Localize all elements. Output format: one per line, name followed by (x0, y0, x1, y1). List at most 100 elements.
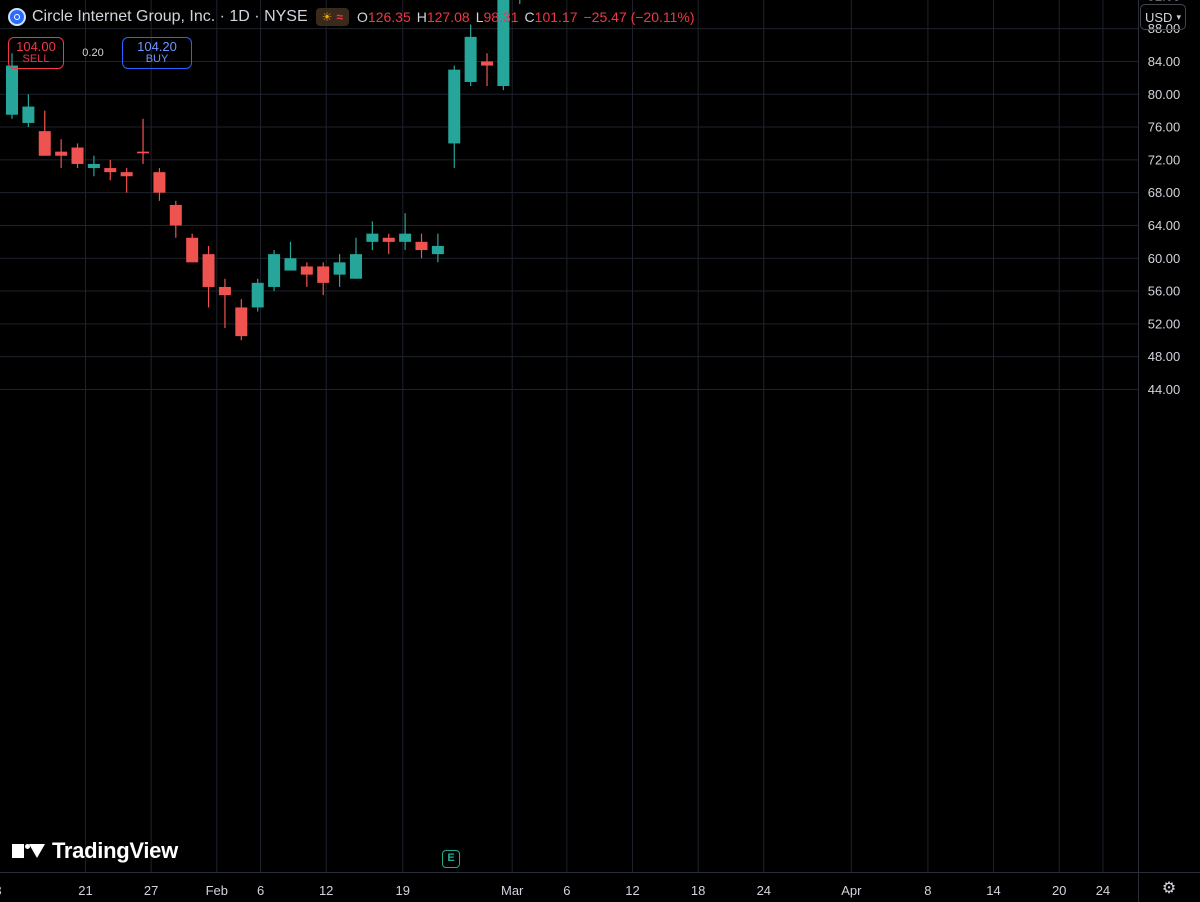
candle[interactable] (317, 262, 330, 296)
candle-body (251, 282, 264, 308)
candle-body (300, 266, 313, 275)
candle[interactable] (120, 168, 133, 193)
tradingview-logo[interactable]: TradingView (12, 838, 178, 864)
candle[interactable] (235, 299, 248, 341)
candle[interactable] (87, 155, 100, 177)
candle-body (120, 172, 133, 177)
buy-button[interactable]: 104.20 BUY (122, 37, 192, 69)
candle-body (464, 36, 477, 82)
y-tick-label: 72.00 (1148, 152, 1181, 167)
x-tick-label: 21 (78, 883, 92, 898)
candle[interactable] (104, 159, 117, 181)
candle-body (137, 151, 150, 154)
price-axis[interactable]: 44.00 48.00 52.00 56.00 60.00 64.00 68.00 72.00… (1144, 0, 1184, 397)
x-tick-label: 6 (563, 883, 570, 898)
ohlc-value: 127.08 (426, 9, 470, 25)
ohlc-value: 126.35 (367, 9, 411, 25)
candles (6, 0, 526, 341)
x-tick-label: Apr (841, 883, 862, 898)
candle[interactable] (481, 53, 494, 87)
candle[interactable] (366, 221, 379, 251)
candle-body (415, 241, 428, 251)
currency-selector[interactable]: USD ▾ (1140, 4, 1186, 30)
candle-body (186, 237, 199, 263)
company-logo-icon (8, 8, 26, 26)
candle[interactable] (382, 233, 395, 255)
y-tick-label: 44.00 (1148, 382, 1181, 397)
candle-body (349, 254, 362, 279)
ohlc-key: C (524, 9, 535, 25)
candle-body (6, 65, 18, 115)
gear-icon[interactable]: ⚙ (1161, 880, 1177, 897)
candle[interactable] (137, 118, 150, 164)
candle[interactable] (268, 250, 281, 292)
candle-body (55, 151, 68, 156)
candle[interactable] (349, 237, 362, 279)
earnings-marker-icon[interactable]: E (442, 850, 460, 868)
x-tick-label: 14 (986, 883, 1000, 898)
y-tick-label: 60.00 (1148, 251, 1181, 266)
candle[interactable] (186, 233, 199, 263)
candle[interactable] (22, 94, 35, 128)
y-tick-label: 56.00 (1148, 284, 1181, 299)
candle-body (235, 307, 248, 337)
candle[interactable] (55, 139, 68, 169)
candle[interactable] (169, 200, 182, 238)
x-tick-label: 6 (257, 883, 264, 898)
candle-body (218, 286, 231, 296)
candle-body (22, 106, 35, 123)
ohlc-key: L (475, 9, 484, 25)
candle-body (431, 245, 444, 255)
x-tick-label: Feb (206, 883, 228, 898)
candle[interactable] (514, 0, 526, 5)
ohlc-value: 98.31 (483, 9, 519, 25)
candle[interactable] (300, 262, 313, 287)
candle-body (153, 172, 166, 193)
candle-body (87, 163, 100, 169)
session-indicator[interactable]: ☀ ≈ (315, 8, 350, 26)
buy-label: BUY (145, 53, 169, 66)
candle[interactable] (71, 143, 84, 169)
trade-panel: 104.00 SELL 0.20 104.20 BUY (8, 36, 192, 70)
candle-body (268, 254, 281, 287)
candle[interactable] (497, 0, 510, 91)
ohlc-values: O126.35 H127.08 L98.31 C101.17 −25.47 (−20.1… (357, 9, 701, 25)
symbol-header: Circle Internet Group, Inc. · 1D · NYSE … (8, 6, 701, 28)
candle-body (38, 131, 51, 156)
candle[interactable] (153, 168, 166, 201)
symbol-title[interactable]: Circle Internet Group, Inc. · 1D · NYSE (32, 8, 308, 25)
currency-label: USD (1145, 9, 1173, 25)
ohlc-key: O (357, 9, 368, 25)
sell-button[interactable]: 104.00 SELL (8, 37, 64, 69)
candle-body (366, 233, 379, 242)
candle-body (169, 204, 182, 226)
time-axis[interactable]: 3 21 27 Feb 6 12 19 Mar 6 12 18 24 Apr 8 14 20 24 (0, 883, 1110, 898)
candle[interactable] (38, 110, 51, 156)
wave-icon: ≈ (336, 10, 344, 24)
candle-body (317, 266, 330, 283)
candle[interactable] (218, 278, 231, 328)
buy-price: 104.20 (137, 39, 177, 55)
candle[interactable] (202, 245, 215, 308)
sell-price: 104.00 (16, 39, 56, 55)
y-tick-label: 68.00 (1148, 185, 1181, 200)
x-tick-label: 24 (757, 883, 771, 898)
candle-body (382, 237, 395, 242)
x-tick-label: 24 (1096, 883, 1110, 898)
y-tick-label: 84.00 (1148, 54, 1181, 69)
candle[interactable] (464, 24, 477, 87)
candle[interactable] (284, 241, 297, 271)
ohlc-value: −25.47 (−20.11%) (583, 9, 695, 25)
candle[interactable] (431, 233, 444, 263)
brand-name: TradingView (52, 838, 178, 863)
candle-body (333, 262, 346, 275)
candle[interactable] (251, 278, 264, 312)
candle[interactable] (333, 254, 346, 287)
x-tick-label: 8 (924, 883, 931, 898)
candle[interactable] (448, 65, 461, 169)
candle[interactable] (415, 233, 428, 259)
candle[interactable] (399, 213, 412, 251)
tradingview-mark-icon (12, 840, 46, 862)
